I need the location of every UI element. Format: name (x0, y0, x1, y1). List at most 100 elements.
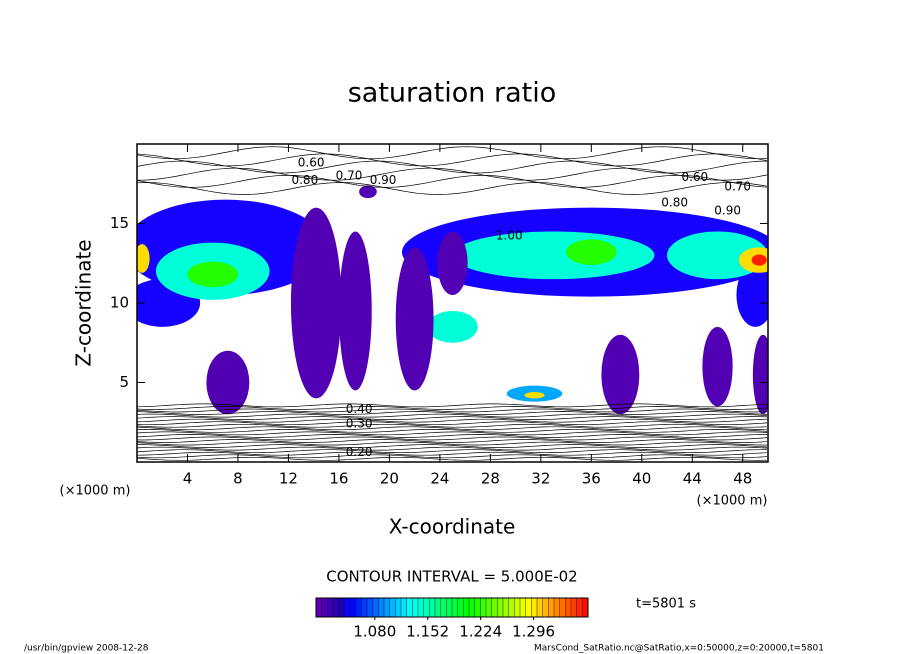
colorbar-step (463, 598, 470, 617)
field (137, 185, 768, 415)
field-region (338, 231, 372, 391)
contour-line (137, 423, 768, 428)
x-tick-label: 36 (582, 470, 601, 488)
contour-line (137, 436, 768, 441)
y-tick-label: 15 (110, 214, 129, 232)
colorbar-tick-label: 1.080 (353, 623, 396, 641)
colorbar-step (531, 598, 538, 617)
contour-line (137, 160, 767, 174)
footer-left: /usr/bin/gpview 2008-12-28 (24, 644, 149, 654)
contour-label: 0.90 (370, 173, 397, 187)
contour-interval: CONTOUR INTERVAL = 5.000E-02 (326, 568, 577, 586)
colorbar-step (412, 598, 419, 617)
colorbar-step (446, 598, 453, 617)
colorbar-step (508, 598, 515, 617)
colorbar-step (384, 598, 390, 617)
contour-label: 0.70 (724, 179, 751, 193)
footer-right: MarsCond_SatRatio.nc@SatRatio,x=0:50000,… (534, 644, 824, 654)
colorbar-step (514, 598, 521, 617)
y-tick-label: 10 (110, 294, 129, 312)
colorbar-step (423, 598, 430, 617)
colorbar-step (486, 598, 492, 617)
colorbar-step (491, 598, 498, 617)
x-tick-label: 24 (430, 470, 449, 488)
x-tick-label: 20 (380, 470, 399, 488)
colorbar-step (571, 598, 577, 617)
x-unit: (×1000 m) (697, 494, 768, 509)
contour-line (137, 175, 768, 188)
colorbar-step (582, 598, 589, 617)
contour-lines (137, 146, 768, 461)
time-label: t=5801 s (636, 597, 696, 612)
x-axis-label: X-coordinate (389, 515, 516, 539)
contour-line (137, 167, 768, 181)
colorbar-step (480, 598, 487, 617)
contour-label: 0.40 (346, 402, 373, 416)
contour-line (137, 408, 768, 413)
contour-line (137, 413, 768, 418)
x-tick-label: 8 (233, 470, 243, 488)
colorbar-step (559, 598, 566, 617)
colorbar-step (389, 598, 396, 617)
field-region (601, 334, 640, 415)
contour-line (137, 418, 768, 423)
colorbar-step (440, 598, 447, 617)
x-tick-label: 32 (531, 470, 550, 488)
contour-line (137, 411, 768, 415)
colorbar-step (503, 598, 509, 617)
field-region (359, 185, 377, 199)
contour-line (137, 434, 768, 438)
colorbar-step (355, 598, 362, 617)
contour-line (137, 426, 768, 431)
field-region (427, 310, 478, 343)
contour-label: 0.70 (336, 168, 363, 182)
field-region (437, 231, 468, 296)
contour-line (137, 449, 767, 454)
field-region (452, 231, 655, 280)
contour-label: 1.00 (496, 229, 523, 243)
colorbar-tick-label: 1.296 (512, 623, 555, 641)
contour-line (137, 439, 768, 443)
overlay: 0.60 0.80 0.70 0.90 0.60 0.70 0.80 0.90 1.00 0.40… (110, 143, 769, 488)
colorbar-step (474, 598, 481, 617)
x-tick-label: 28 (481, 470, 500, 488)
colorbar-step (367, 598, 373, 617)
contour-line (137, 444, 768, 448)
field-region (736, 263, 768, 327)
colorbar-step (321, 598, 328, 617)
contour-label: 0.90 (714, 203, 741, 217)
colorbar-step (469, 598, 475, 617)
field-region (137, 244, 150, 273)
contour-label: 0.80 (291, 173, 318, 187)
contour-line (137, 406, 768, 410)
field-region (702, 326, 733, 407)
contour-line (137, 153, 768, 167)
contour-line (137, 454, 768, 459)
x-tick-label: 44 (683, 470, 702, 488)
colorbar-tick-label: 1.152 (406, 623, 449, 641)
contour-line (137, 456, 768, 461)
contour-line (137, 421, 768, 426)
colorbar-step (548, 598, 555, 617)
colorbar-step (361, 598, 368, 617)
contour-line (137, 403, 768, 408)
colorbar-step (542, 598, 549, 617)
y-tick-label: 5 (119, 373, 129, 391)
colorbar-frame (315, 597, 589, 618)
x-tick-label: 40 (632, 470, 651, 488)
colorbar-step (520, 598, 526, 617)
chart-title: saturation ratio (348, 78, 557, 109)
contour-label: 0.60 (298, 156, 325, 170)
x-tick-label: 48 (733, 470, 752, 488)
contour-line (137, 146, 768, 160)
colorbar-step (525, 598, 532, 617)
field-region (566, 239, 617, 265)
field-region (751, 254, 767, 266)
colorbar-step (406, 598, 413, 617)
field-region (395, 247, 434, 391)
y-axis-label: Z-coordinate (72, 239, 96, 366)
contour-line (137, 446, 768, 451)
x-tick-label: 12 (279, 470, 298, 488)
colorbar-step (372, 598, 379, 617)
